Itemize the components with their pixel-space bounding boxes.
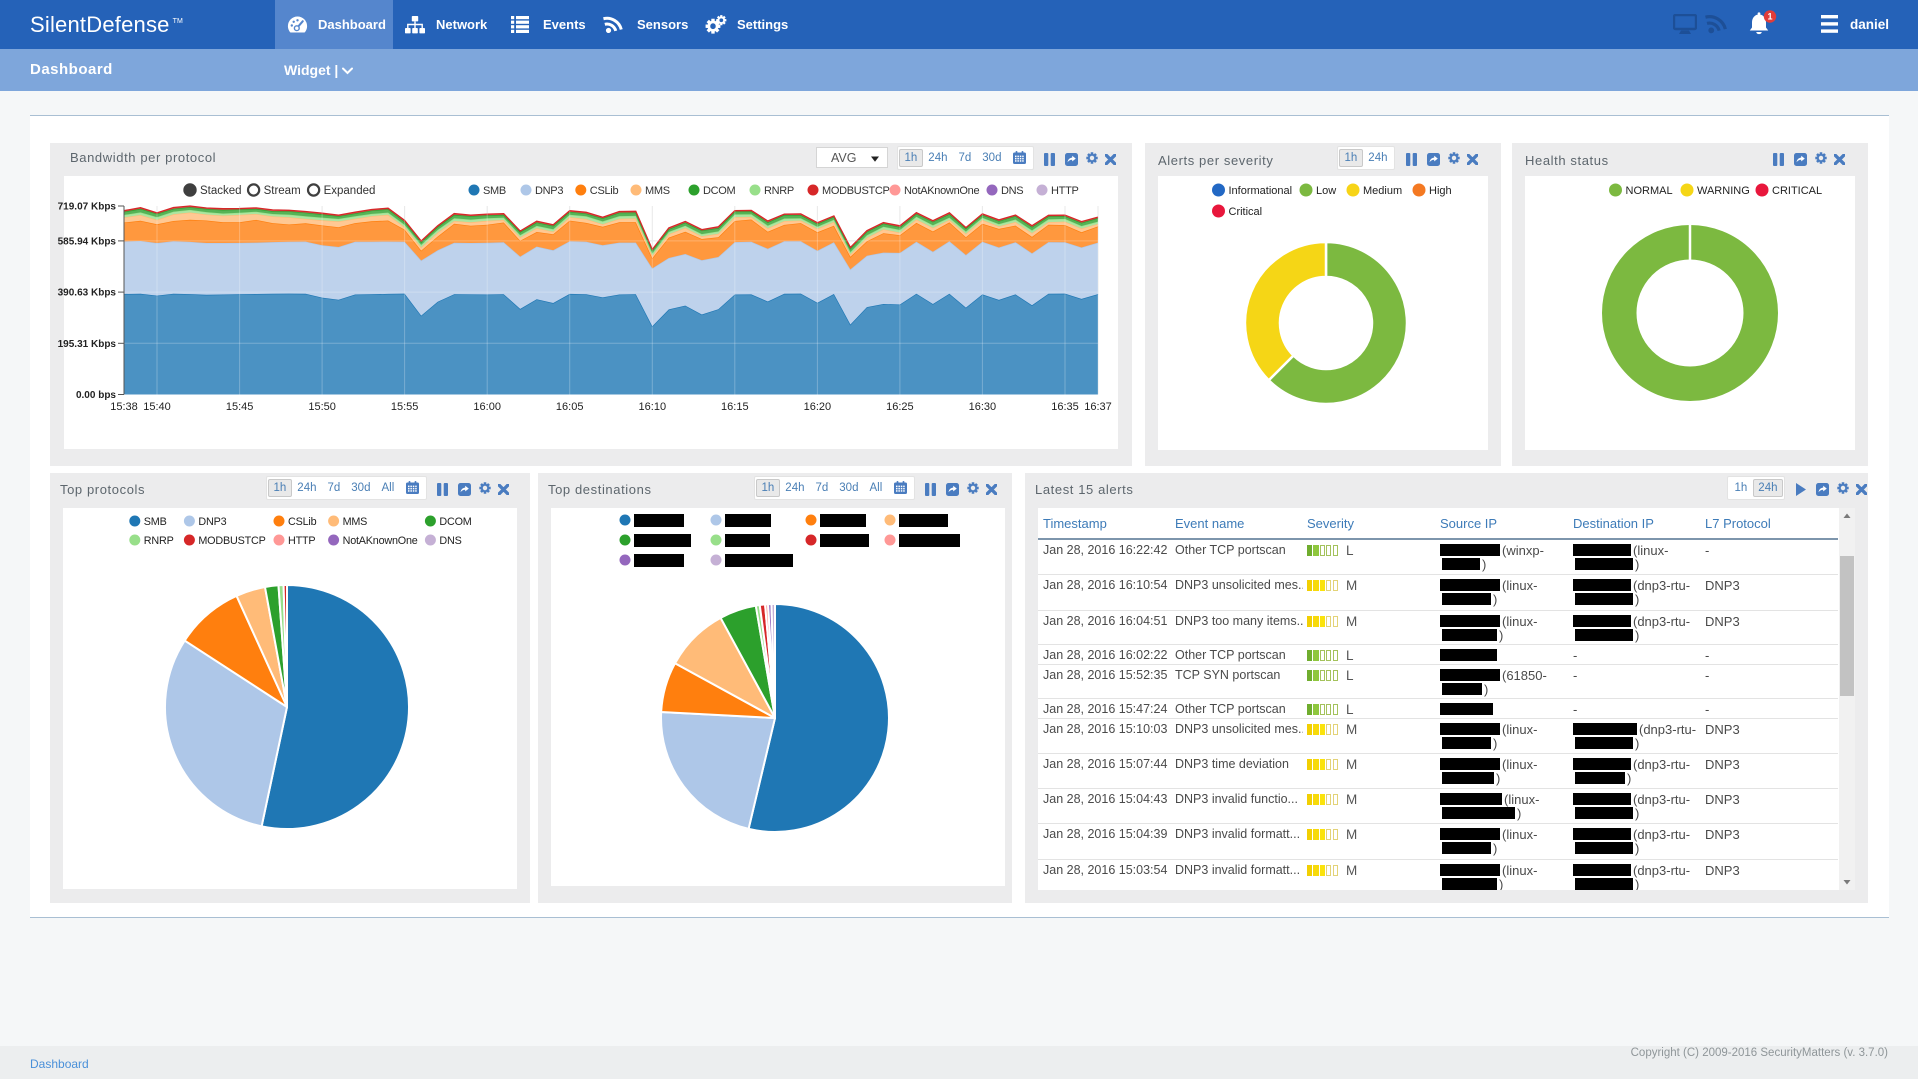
svg-text:16:25: 16:25 [886, 401, 914, 413]
svg-text:HTTP: HTTP [288, 535, 315, 547]
svg-text:16:20: 16:20 [804, 401, 832, 413]
svg-text:MODBUSTCP: MODBUSTCP [198, 535, 265, 547]
svg-text:MODBUSTCP: MODBUSTCP [822, 185, 890, 197]
svg-text:DNS: DNS [439, 535, 461, 547]
svg-text:15:55: 15:55 [391, 401, 419, 413]
svg-text:DCOM: DCOM [703, 185, 736, 197]
svg-text:High: High [1429, 185, 1452, 197]
svg-text:SMB: SMB [483, 185, 506, 197]
svg-text:DNP3: DNP3 [198, 516, 226, 528]
svg-text:Expanded: Expanded [324, 185, 376, 197]
svg-text:Medium: Medium [1363, 185, 1402, 197]
svg-text:Low: Low [1316, 185, 1336, 197]
svg-text:195.31 Kbps: 195.31 Kbps [58, 339, 117, 350]
svg-text:DCOM: DCOM [439, 516, 471, 528]
svg-text:NotAKnownOne: NotAKnownOne [904, 185, 979, 197]
svg-text:390.63 Kbps: 390.63 Kbps [58, 288, 117, 299]
svg-text:CSLib: CSLib [590, 185, 619, 197]
svg-text:16:10: 16:10 [639, 401, 667, 413]
svg-text:CSLib: CSLib [288, 516, 317, 528]
svg-text:16:37: 16:37 [1084, 401, 1112, 413]
svg-text:16:05: 16:05 [556, 401, 584, 413]
svg-text:MMS: MMS [645, 185, 670, 197]
svg-text:16:00: 16:00 [473, 401, 501, 413]
svg-text:16:35: 16:35 [1051, 401, 1079, 413]
svg-text:16:30: 16:30 [969, 401, 997, 413]
svg-text:Critical: Critical [1229, 206, 1263, 218]
svg-text:0.00 bps: 0.00 bps [76, 390, 116, 401]
svg-text:15:50: 15:50 [308, 401, 336, 413]
svg-text:CRITICAL: CRITICAL [1772, 185, 1822, 197]
svg-text:Informational: Informational [1229, 185, 1293, 197]
svg-text:NotAKnownOne: NotAKnownOne [343, 535, 418, 547]
svg-text:NORMAL: NORMAL [1626, 185, 1673, 197]
svg-text:1: 1 [1767, 12, 1772, 22]
svg-text:RNRP: RNRP [764, 185, 794, 197]
svg-text:WARNING: WARNING [1697, 185, 1750, 197]
svg-text:DNS: DNS [1001, 185, 1023, 197]
svg-text:15:45: 15:45 [226, 401, 254, 413]
svg-text:Stacked: Stacked [200, 185, 242, 197]
svg-text:MMS: MMS [343, 516, 368, 528]
svg-text:15:38: 15:38 [110, 401, 138, 413]
svg-text:DNP3: DNP3 [535, 185, 563, 197]
svg-text:RNRP: RNRP [144, 535, 174, 547]
svg-text:SMB: SMB [144, 516, 167, 528]
svg-text:16:15: 16:15 [721, 401, 749, 413]
svg-text:Stream: Stream [264, 185, 301, 197]
svg-text:HTTP: HTTP [1051, 185, 1079, 197]
svg-text:719.07 Kbps: 719.07 Kbps [58, 202, 117, 213]
svg-text:15:40: 15:40 [143, 401, 171, 413]
svg-text:585.94 Kbps: 585.94 Kbps [58, 236, 117, 247]
